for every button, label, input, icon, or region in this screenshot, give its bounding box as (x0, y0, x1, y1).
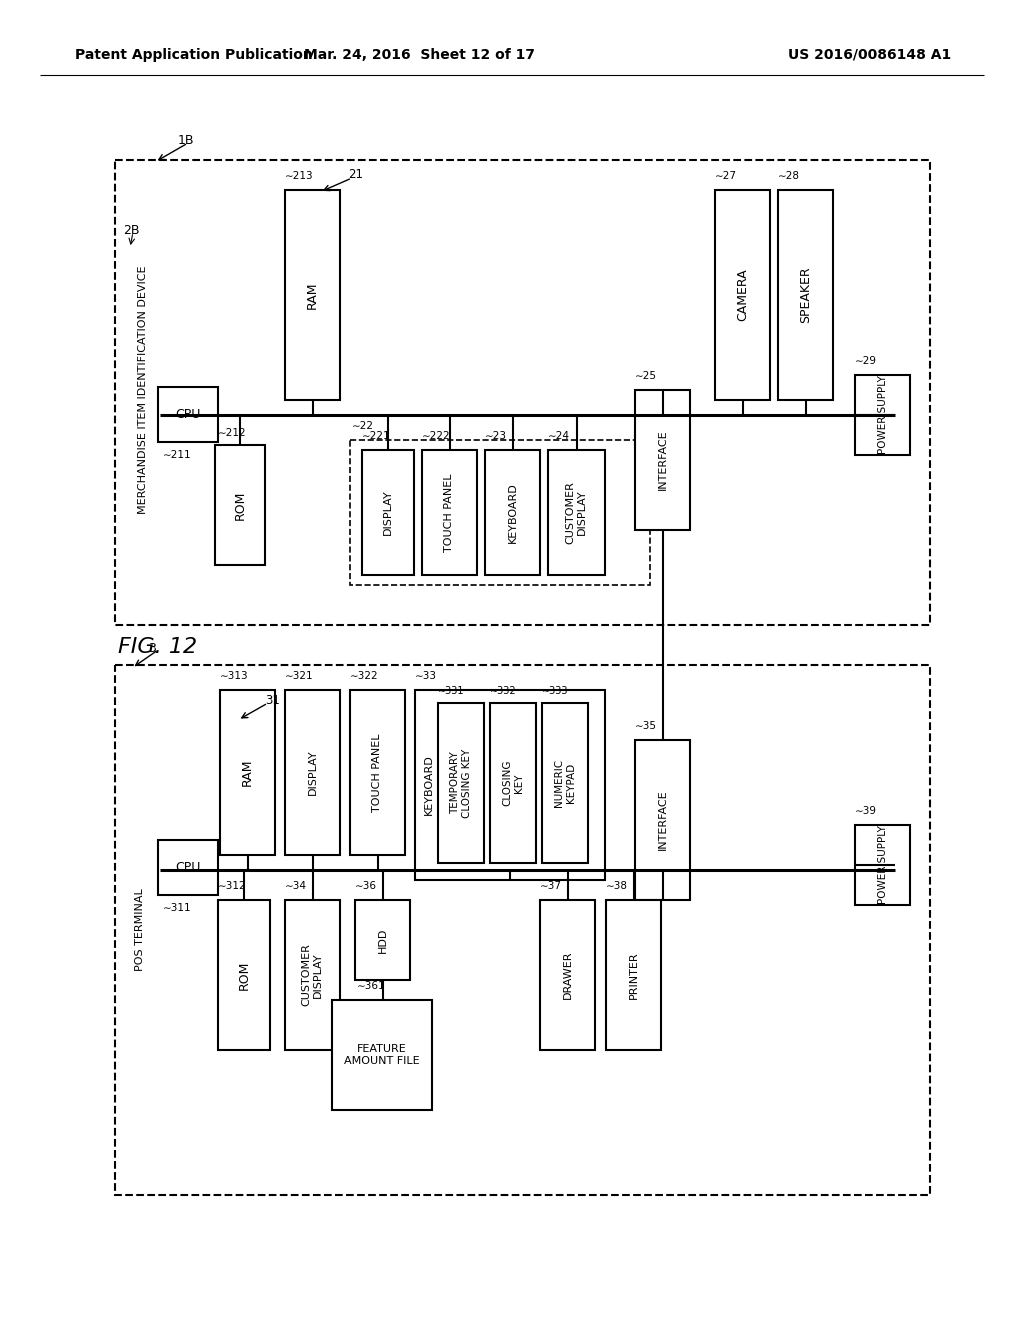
Bar (606, 900, 662, 1049)
Text: FEATURE
AMOUNT FILE: FEATURE AMOUNT FILE (344, 1044, 420, 1065)
Text: ∼33: ∼33 (415, 671, 437, 681)
Text: CLOSING
KEY: CLOSING KEY (502, 760, 524, 807)
Text: ∼38: ∼38 (606, 880, 628, 891)
Text: ∼35: ∼35 (635, 721, 657, 731)
Bar (218, 900, 270, 1049)
Bar (778, 190, 833, 400)
Text: ∼23: ∼23 (485, 432, 507, 441)
Bar (220, 690, 275, 855)
Text: ∼29: ∼29 (855, 356, 877, 366)
Bar (490, 704, 536, 863)
Text: CPU: CPU (175, 861, 201, 874)
Text: ∼24: ∼24 (548, 432, 570, 441)
Text: ∼34: ∼34 (285, 880, 307, 891)
Text: ∼221: ∼221 (362, 432, 390, 441)
Text: FIG. 12: FIG. 12 (118, 638, 198, 657)
Bar (635, 389, 690, 531)
Bar (715, 190, 770, 400)
Text: ∼321: ∼321 (285, 671, 313, 681)
Text: TEMPORARY
CLOSING KEY: TEMPORARY CLOSING KEY (451, 748, 472, 817)
Bar (855, 375, 910, 455)
Text: MERCHANDISE ITEM IDENTIFICATION DEVICE: MERCHANDISE ITEM IDENTIFICATION DEVICE (138, 265, 148, 515)
Bar (542, 704, 588, 863)
Text: SPEAKER: SPEAKER (799, 267, 812, 323)
Text: POWER SUPPLY: POWER SUPPLY (878, 376, 888, 454)
Text: TOUCH PANEL: TOUCH PANEL (373, 733, 383, 812)
Bar (355, 900, 410, 979)
Text: PRINTER: PRINTER (629, 952, 639, 999)
Bar (350, 440, 650, 585)
Bar (635, 741, 690, 900)
Text: CUSTOMER
DISPLAY: CUSTOMER DISPLAY (302, 944, 324, 1006)
Text: DRAWER: DRAWER (562, 950, 572, 999)
Bar (285, 690, 340, 855)
Bar (115, 665, 930, 1195)
Text: ∼213: ∼213 (285, 172, 313, 181)
Bar (285, 900, 340, 1049)
Bar (350, 690, 406, 855)
Text: 3: 3 (148, 642, 156, 655)
Text: Patent Application Publication: Patent Application Publication (75, 48, 312, 62)
Text: 1B: 1B (178, 133, 195, 147)
Text: KEYBOARD: KEYBOARD (424, 755, 434, 816)
Text: TOUCH PANEL: TOUCH PANEL (444, 474, 455, 552)
Text: ∼37: ∼37 (540, 880, 562, 891)
Text: ∼222: ∼222 (422, 432, 451, 441)
Text: ∼311: ∼311 (163, 903, 191, 913)
Text: ∼313: ∼313 (220, 671, 249, 681)
Bar (158, 387, 218, 442)
Text: ∼312: ∼312 (218, 880, 247, 891)
Text: ∼25: ∼25 (635, 371, 657, 381)
Text: POWER SUPPLY: POWER SUPPLY (878, 825, 888, 904)
Text: DISPLAY: DISPLAY (383, 490, 393, 536)
Text: 21: 21 (348, 169, 362, 181)
Bar (115, 160, 930, 624)
Bar (422, 450, 477, 576)
Text: CAMERA: CAMERA (736, 269, 749, 321)
Text: ROM: ROM (238, 961, 251, 990)
Text: US 2016/0086148 A1: US 2016/0086148 A1 (788, 48, 951, 62)
Bar (332, 1001, 432, 1110)
Text: NUMERIC
KEYPAD: NUMERIC KEYPAD (554, 759, 575, 807)
Text: Mar. 24, 2016  Sheet 12 of 17: Mar. 24, 2016 Sheet 12 of 17 (304, 48, 536, 62)
Text: ROM: ROM (233, 490, 247, 520)
Text: 2B: 2B (123, 223, 139, 236)
Text: DISPLAY: DISPLAY (307, 750, 317, 796)
Bar (158, 840, 218, 895)
Text: CPU: CPU (175, 408, 201, 421)
Bar (855, 825, 910, 906)
Text: ∼28: ∼28 (778, 172, 800, 181)
Text: POS TERMINAL: POS TERMINAL (135, 888, 145, 972)
Text: INTERFACE: INTERFACE (657, 430, 668, 490)
Bar (540, 900, 595, 1049)
Text: ∼211: ∼211 (163, 450, 191, 459)
Text: INTERFACE: INTERFACE (657, 789, 668, 850)
Text: ∼331: ∼331 (438, 686, 465, 696)
Text: ∼322: ∼322 (350, 671, 379, 681)
Text: ∼36: ∼36 (355, 880, 377, 891)
Bar (548, 450, 605, 576)
Text: ∼212: ∼212 (218, 428, 247, 438)
Bar (485, 450, 540, 576)
Bar (362, 450, 414, 576)
Text: ∼22: ∼22 (352, 421, 374, 432)
Text: ∼27: ∼27 (715, 172, 737, 181)
Bar (285, 190, 340, 400)
Bar (438, 704, 484, 863)
Text: KEYBOARD: KEYBOARD (508, 482, 517, 543)
Text: ∼332: ∼332 (490, 686, 517, 696)
Text: ∼39: ∼39 (855, 807, 877, 816)
Text: 31: 31 (265, 693, 280, 706)
Text: CUSTOMER
DISPLAY: CUSTOMER DISPLAY (565, 480, 588, 544)
Text: ∼361: ∼361 (357, 981, 386, 991)
Text: RAM: RAM (241, 759, 254, 787)
Bar (415, 690, 605, 880)
Text: RAM: RAM (306, 281, 319, 309)
Bar (215, 445, 265, 565)
Text: HDD: HDD (378, 928, 387, 953)
Text: ∼333: ∼333 (542, 686, 568, 696)
